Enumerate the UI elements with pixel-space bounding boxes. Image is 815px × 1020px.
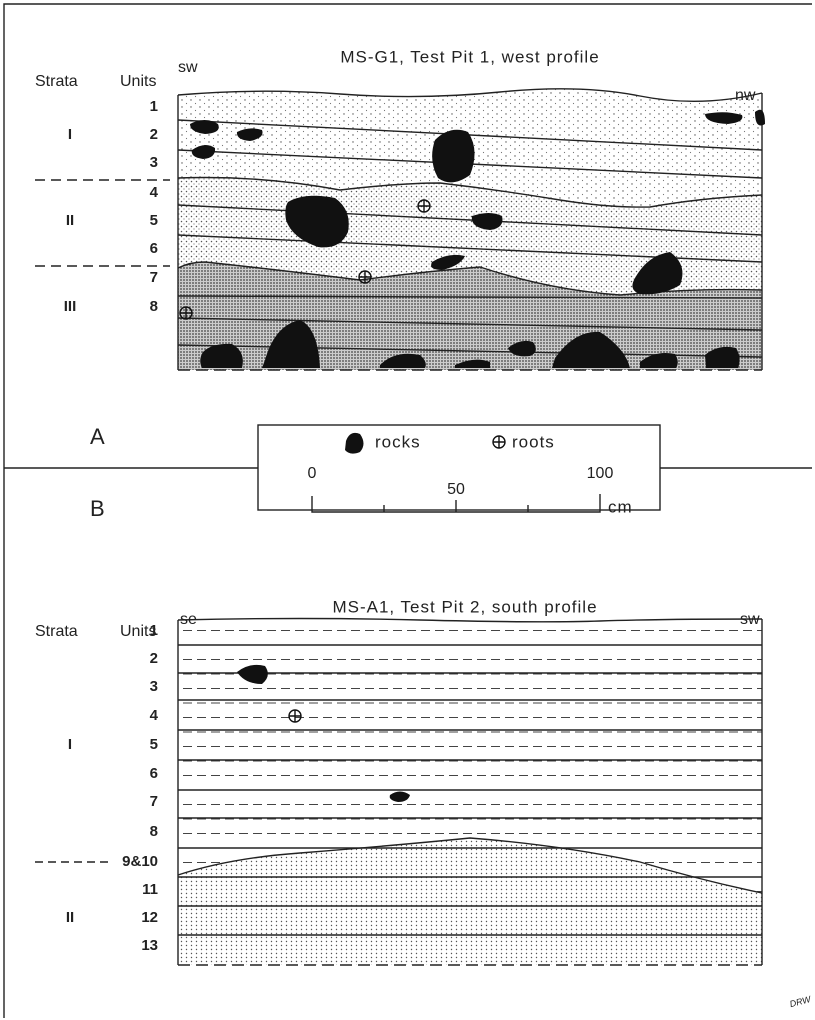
- legend: [257, 424, 661, 513]
- unit-label: 7: [150, 269, 158, 286]
- unit-label: 2: [150, 650, 158, 667]
- unit-label: 11: [142, 881, 158, 898]
- scale-label: 0: [308, 465, 317, 482]
- signature: DRW: [789, 994, 814, 1010]
- strata-divider: [35, 179, 170, 267]
- frame: [3, 3, 812, 1018]
- unit-label: 5: [150, 736, 158, 753]
- unit-label: 2: [150, 126, 158, 143]
- scale-unit: cm: [608, 497, 633, 516]
- direction: se: [180, 611, 197, 628]
- legend-label: roots: [512, 432, 555, 451]
- panel-title: MS-G1, Test Pit 1, west profile: [340, 47, 599, 66]
- direction: nw: [735, 87, 756, 104]
- unit-label: 13: [141, 937, 158, 954]
- panel-label: B: [90, 496, 105, 521]
- stratum-label: I: [68, 736, 72, 753]
- unit-label: 1: [150, 98, 158, 115]
- unit-label: 8: [150, 823, 158, 840]
- unit-label: 3: [150, 678, 158, 695]
- column-header: Units: [120, 73, 156, 90]
- stratum-label: I: [68, 126, 72, 143]
- legend-label: rocks: [375, 432, 421, 451]
- panel-title: MS-A1, Test Pit 2, south profile: [332, 597, 597, 616]
- column-header: Strata: [35, 73, 78, 90]
- stratum-label: II: [66, 212, 74, 229]
- profile-a: [177, 88, 765, 371]
- unit-label: 7: [150, 793, 158, 810]
- column-header: Strata: [35, 623, 78, 640]
- stratum-label: II: [66, 909, 74, 926]
- stratum-label: III: [64, 298, 77, 315]
- unit-label: 4: [150, 184, 159, 201]
- unit-label: 1: [150, 622, 158, 639]
- unit-label: 12: [141, 909, 158, 926]
- unit-label: 9&10: [122, 853, 158, 870]
- profile-b: [177, 617, 763, 966]
- unit-label: 4: [150, 707, 159, 724]
- unit-label: 6: [150, 240, 158, 257]
- unit-label: 6: [150, 765, 158, 782]
- direction: sw: [740, 611, 760, 628]
- direction: sw: [178, 59, 198, 76]
- column-header: Units: [120, 623, 156, 640]
- unit-label: 5: [150, 212, 158, 229]
- unit-label: 3: [150, 154, 158, 171]
- unit-label: 8: [150, 298, 158, 315]
- panel-label: A: [90, 424, 105, 449]
- scale-label: 100: [587, 465, 614, 482]
- scale-label: 50: [447, 481, 465, 498]
